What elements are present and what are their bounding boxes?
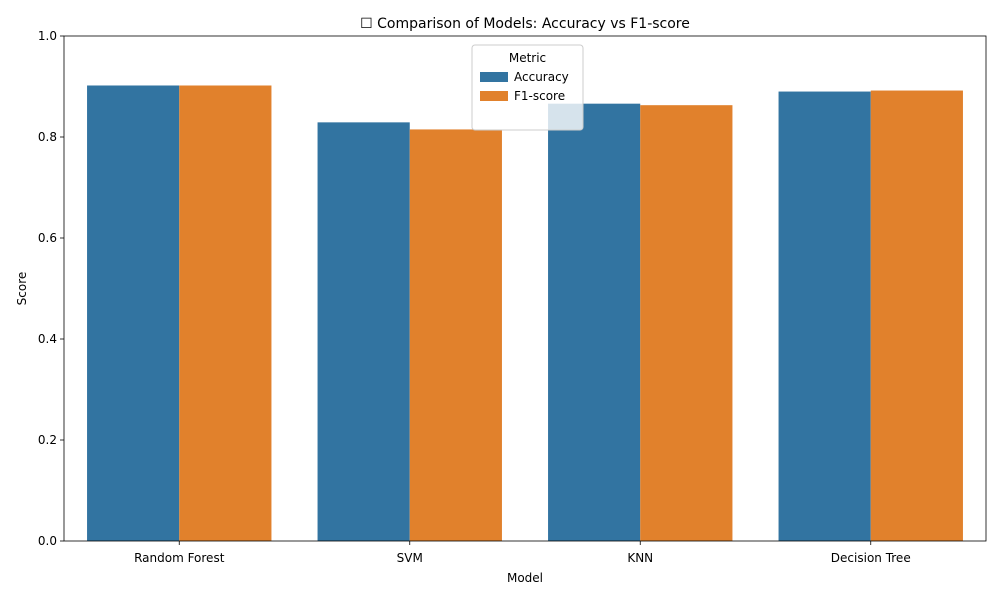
chart-title: ☐ Comparison of Models: Accuracy vs F1-s… — [360, 16, 690, 32]
y-axis-ticks: 0.0 0.2 0.4 0.6 0.8 1.0 — [38, 29, 64, 548]
x-axis-label: Model — [507, 571, 543, 585]
bars — [87, 85, 963, 542]
bar-accuracy-random-forest — [87, 85, 180, 542]
y-tick-label: 1.0 — [38, 29, 57, 43]
bar-f1-score-decision-tree — [870, 90, 963, 541]
legend-swatch — [480, 91, 508, 101]
legend-label: Accuracy — [514, 70, 569, 84]
legend-title: Metric — [509, 51, 546, 65]
x-axis-ticks: Random Forest SVM KNN Decision Tree — [134, 541, 911, 565]
y-tick-label: 0.8 — [38, 130, 57, 144]
bar-accuracy-knn — [548, 103, 641, 542]
y-axis-label: Score — [15, 272, 29, 306]
bar-accuracy-decision-tree — [778, 91, 871, 542]
legend: Metric Accuracy F1-score — [471, 44, 584, 131]
bar-f1-score-svm — [409, 129, 502, 542]
y-tick-label: 0.4 — [38, 332, 57, 346]
x-tick-label: KNN — [627, 551, 653, 565]
plot-frame — [63, 35, 987, 542]
x-tick-label: SVM — [397, 551, 423, 565]
legend-items: Accuracy F1-score — [480, 70, 569, 103]
bar-accuracy-svm — [317, 122, 410, 541]
bar-f1-score-knn — [640, 105, 733, 541]
legend-box — [471, 44, 584, 131]
y-tick-label: 0.0 — [38, 534, 57, 548]
bar-f1-score-random-forest — [179, 85, 272, 542]
legend-label: F1-score — [514, 89, 565, 103]
y-tick-label: 0.6 — [38, 231, 57, 245]
legend-swatch — [480, 72, 508, 82]
x-tick-label: Random Forest — [134, 551, 225, 565]
x-tick-label: Decision Tree — [831, 551, 911, 565]
y-tick-label: 0.2 — [38, 433, 57, 447]
